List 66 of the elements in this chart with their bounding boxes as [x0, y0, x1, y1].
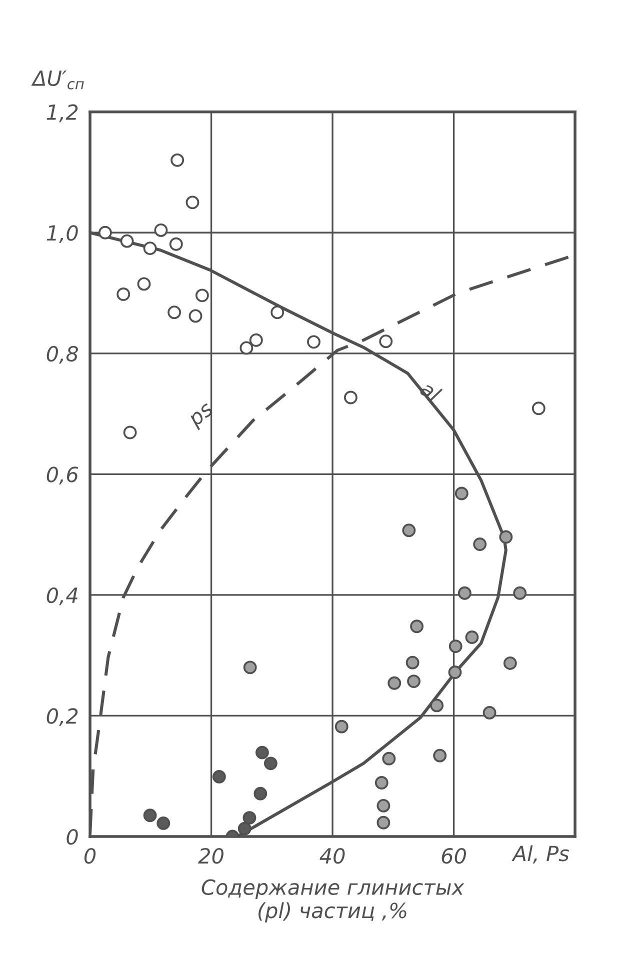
- point: [116, 288, 130, 301]
- x-tick-label: 20: [198, 848, 224, 864]
- point: [465, 630, 479, 644]
- point: [249, 333, 263, 347]
- point: [448, 640, 462, 653]
- y-tick-label: 0,8: [46, 346, 78, 364]
- point: [169, 237, 183, 251]
- point: [376, 816, 390, 830]
- point: [168, 306, 182, 320]
- point: [270, 306, 284, 320]
- y-tick-label: 1,2: [46, 104, 78, 122]
- point: [195, 288, 209, 302]
- point: [406, 656, 420, 670]
- point: [379, 334, 393, 348]
- point: [243, 660, 257, 674]
- point: [242, 811, 256, 824]
- point: [264, 756, 278, 770]
- point: [98, 226, 112, 240]
- y-tick-label: 0,2: [46, 708, 78, 726]
- point: [307, 335, 320, 349]
- point: [374, 776, 388, 790]
- y-tick-label: 0: [66, 828, 78, 845]
- point: [458, 586, 472, 600]
- point: [433, 748, 447, 762]
- point: [376, 798, 390, 812]
- point: [513, 586, 527, 600]
- y-tick-label: 0,6: [46, 466, 78, 485]
- point: [154, 223, 168, 237]
- point: [334, 720, 348, 734]
- point: [503, 656, 517, 670]
- point: [143, 242, 157, 256]
- point: [212, 770, 226, 784]
- point: [499, 530, 513, 544]
- point: [255, 746, 269, 760]
- point: [143, 808, 157, 822]
- text: Al, Ps: [512, 845, 570, 864]
- point: [170, 153, 184, 167]
- y-axis-title: ΔU′$_{сп}$: [31, 70, 84, 90]
- point: [482, 706, 496, 720]
- point: [156, 816, 170, 830]
- point: [382, 752, 396, 766]
- point: [188, 309, 202, 323]
- x-tick-label: 40: [320, 848, 345, 864]
- x-tick-label: 0: [84, 848, 96, 864]
- point: [120, 234, 134, 248]
- point: [448, 666, 462, 679]
- x-axis-title: Содержание глинистых (pl) частиц ,%: [202, 879, 464, 922]
- point: [473, 538, 487, 551]
- point: [344, 390, 358, 404]
- point: [532, 402, 546, 416]
- point: [254, 786, 268, 800]
- x-tick-label: 60: [442, 848, 466, 864]
- y-tick-label: 0,4: [46, 587, 78, 606]
- point: [123, 426, 137, 440]
- point: [240, 341, 254, 355]
- point: [454, 486, 468, 500]
- point: [407, 674, 420, 688]
- point: [186, 196, 200, 210]
- point: [402, 524, 416, 538]
- point: [430, 698, 444, 712]
- y-tick-label: 1,0: [46, 225, 78, 243]
- point: [137, 277, 151, 291]
- text: ps: [188, 402, 217, 430]
- point: [410, 620, 424, 634]
- point: [388, 676, 402, 690]
- point: [238, 822, 252, 836]
